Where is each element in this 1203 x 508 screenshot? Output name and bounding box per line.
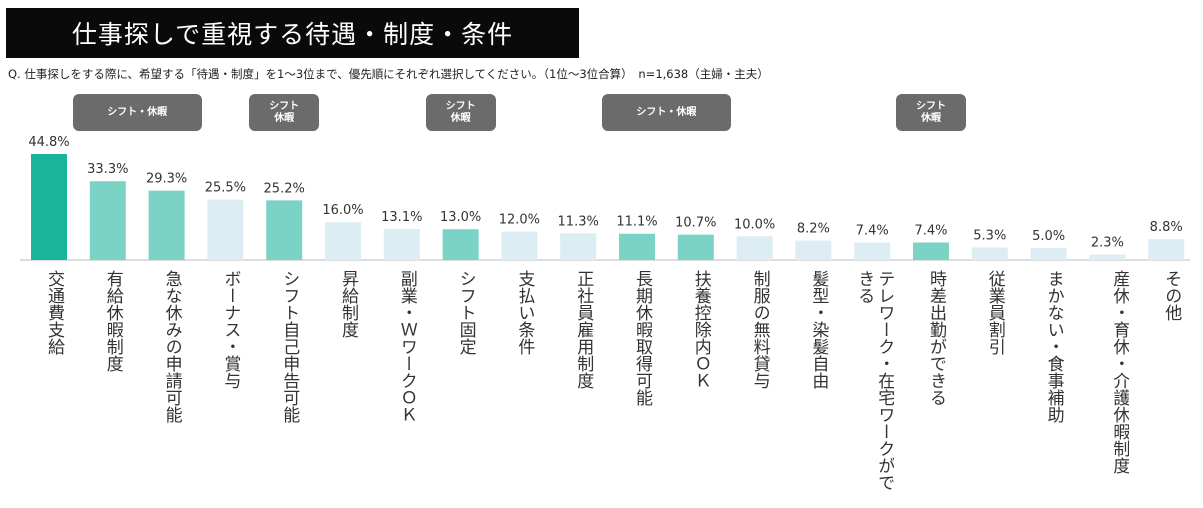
category-label-19: 産休・育休・介護休暇制度 [1109,270,1130,474]
category-label-8: シフト固定 [455,270,476,355]
data-label-12: 10.7% [675,216,716,231]
category-label-4: ボーナス・賞与 [220,270,241,389]
bar-2 [89,181,126,260]
data-label-7: 13.1% [381,210,422,225]
bar-3 [148,190,185,260]
bar-14 [795,240,832,260]
shift-holiday-tag-2: シフト 休暇 [249,94,320,131]
category-label-5: シフト自己申告可能 [279,270,300,423]
category-label-10: 正社員雇用制度 [573,270,594,389]
survey-question: Q. 仕事探しをする際に、希望する「待遇・制度」を1～3位まで、優先順にそれぞれ… [8,67,769,81]
data-label-3: 29.3% [146,172,187,187]
bar-10 [560,233,597,260]
data-label-18: 5.0% [1032,229,1065,244]
bar-18 [1030,248,1067,260]
data-label-11: 11.1% [616,215,657,230]
bar-7 [383,229,420,260]
shift-holiday-tag-1: シフト・休暇 [72,94,202,131]
data-label-20: 8.8% [1150,220,1183,235]
bar-11 [619,233,655,260]
data-label-17: 5.3% [973,228,1006,243]
bar-12 [677,234,714,260]
bar-15 [854,242,891,260]
category-label-7: 副業・ＷワークＯＫ [396,270,417,423]
shift-holiday-tag-5: シフト 休暇 [896,94,966,131]
data-label-9: 12.0% [499,213,540,228]
chart-title: 仕事探しで重視する待遇・制度・条件 [6,8,579,58]
category-label-6: 昇給制度 [338,270,358,338]
data-label-13: 10.0% [734,217,775,232]
data-label-15: 7.4% [856,223,889,238]
bar-20 [1148,239,1185,260]
category-label-18: まかない・食事補助 [1043,270,1064,423]
bar-17 [971,247,1008,260]
category-label-1: 交通費支給 [44,270,64,355]
category-label-11: 長期休暇取得可能 [632,270,652,406]
data-label-2: 33.3% [87,162,128,177]
category-label-12: 扶養控除内ＯＫ [690,270,711,389]
data-label-6: 16.0% [322,203,363,218]
category-label-15: テレワーク・在宅ワークができる [854,270,895,491]
data-label-19: 2.3% [1091,236,1124,251]
category-label-13: 制服の無料貸与 [749,270,770,389]
bar-19 [1089,254,1126,260]
category-label-3: 急な休みの申請可能 [161,270,182,423]
bar-13 [736,236,773,260]
data-label-16: 7.4% [914,223,947,238]
data-label-4: 25.5% [205,181,246,196]
category-label-20: その他 [1161,270,1182,321]
bar-8 [442,229,479,260]
data-label-5: 25.2% [264,181,305,196]
data-label-8: 13.0% [440,210,481,225]
bar-5 [266,200,303,260]
data-label-1: 44.8% [28,135,69,150]
category-label-14: 髪型・染髪自由 [808,270,829,389]
data-label-10: 11.3% [558,214,599,229]
category-label-2: 有給休暇制度 [102,270,123,372]
bar-1 [31,154,67,260]
bar-6 [325,222,361,260]
category-label-17: 従業員割引 [984,270,1005,355]
bar-9 [501,231,538,260]
bar-16 [913,242,949,260]
bar-4 [207,199,244,260]
category-label-16: 時差出勤ができる [926,270,946,406]
shift-holiday-tag-4: シフト・休暇 [602,94,731,131]
category-label-9: 支払い条件 [514,270,535,355]
data-label-14: 8.2% [797,222,830,237]
shift-holiday-tag-3: シフト 休暇 [425,94,496,131]
